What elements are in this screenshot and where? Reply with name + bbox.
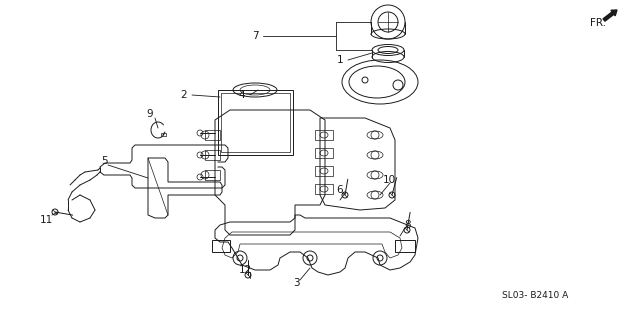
- Bar: [205, 170, 220, 180]
- Text: 12: 12: [239, 265, 252, 275]
- Bar: [395, 240, 415, 252]
- Text: 7: 7: [252, 31, 258, 41]
- Bar: [315, 184, 333, 194]
- Bar: [205, 150, 220, 160]
- Text: FR.: FR.: [590, 18, 606, 28]
- Text: 10: 10: [382, 175, 396, 185]
- Text: 6: 6: [337, 185, 344, 195]
- Bar: [221, 93, 290, 152]
- Bar: [218, 90, 293, 155]
- Text: 8: 8: [404, 220, 411, 230]
- Text: 11: 11: [40, 215, 53, 225]
- FancyArrow shape: [603, 10, 617, 21]
- Bar: [315, 148, 333, 158]
- Bar: [161, 133, 166, 136]
- Text: 5: 5: [100, 156, 107, 166]
- Text: SL03- B2410 A: SL03- B2410 A: [502, 291, 568, 300]
- Bar: [205, 130, 220, 140]
- Bar: [212, 240, 230, 252]
- Text: 2: 2: [181, 90, 187, 100]
- Bar: [315, 130, 333, 140]
- Text: 1: 1: [337, 55, 344, 65]
- Bar: [315, 166, 333, 176]
- Text: 9: 9: [147, 109, 153, 119]
- Text: 4: 4: [239, 90, 246, 100]
- Text: 3: 3: [293, 278, 300, 288]
